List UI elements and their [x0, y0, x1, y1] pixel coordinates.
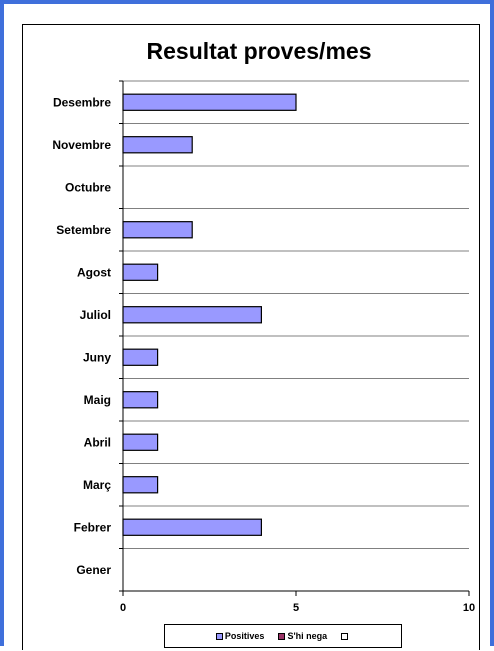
- bars: [122, 93, 297, 536]
- bar-positives: [122, 136, 193, 154]
- category-label: Desembre: [53, 95, 111, 109]
- category-label: Maig: [84, 393, 111, 407]
- legend-label-shi-nega: S'hi nega: [287, 631, 328, 641]
- category-label: Gener: [76, 563, 111, 577]
- chart-area: Resultat proves/mes Gener Febrer Març Abril…: [22, 24, 480, 650]
- bar-positives: [122, 433, 159, 451]
- category-labels: Gener Febrer Març Abril Maig Juny Juliol Agost S…: [52, 95, 111, 577]
- bar-positives: [122, 221, 193, 239]
- legend: Positives S'hi nega: [164, 624, 402, 648]
- category-label: Febrer: [74, 520, 112, 534]
- bar-positives: [122, 518, 262, 536]
- legend-item-positives: Positives: [215, 631, 265, 641]
- category-label: Juny: [83, 350, 111, 364]
- axes: [119, 80, 470, 596]
- bar-positives: [122, 263, 159, 281]
- legend-item-shi-nega: S'hi nega: [278, 631, 327, 641]
- bar-positives: [122, 93, 297, 111]
- category-label: Juliol: [80, 308, 111, 322]
- legend-swatch-blank: [341, 632, 349, 640]
- category-label: Octubre: [65, 180, 111, 194]
- x-tick-label: 5: [293, 602, 299, 614]
- bar-positives: [122, 348, 159, 366]
- gridlines: [123, 80, 469, 592]
- x-tick-labels: 0 5 10: [120, 602, 475, 614]
- legend-swatch-positives: [215, 632, 223, 640]
- legend-item-blank: [341, 632, 350, 640]
- bar-positives: [122, 476, 159, 494]
- category-label: Setembre: [56, 223, 111, 237]
- bar-positives: [122, 306, 262, 324]
- x-tick-label: 10: [463, 602, 475, 614]
- category-label: Març: [83, 478, 111, 492]
- bar-chart: Resultat proves/mes Gener Febrer Març Abril…: [52, 38, 475, 614]
- legend-swatch-shi-nega: [278, 632, 286, 640]
- x-tick-label: 0: [120, 602, 126, 614]
- category-label: Novembre: [52, 138, 111, 152]
- legend-label-positives: Positives: [224, 631, 265, 641]
- bar-positives: [122, 391, 159, 409]
- category-label: Agost: [77, 265, 111, 279]
- category-label: Abril: [84, 435, 111, 449]
- chart-title: Resultat proves/mes: [147, 38, 372, 64]
